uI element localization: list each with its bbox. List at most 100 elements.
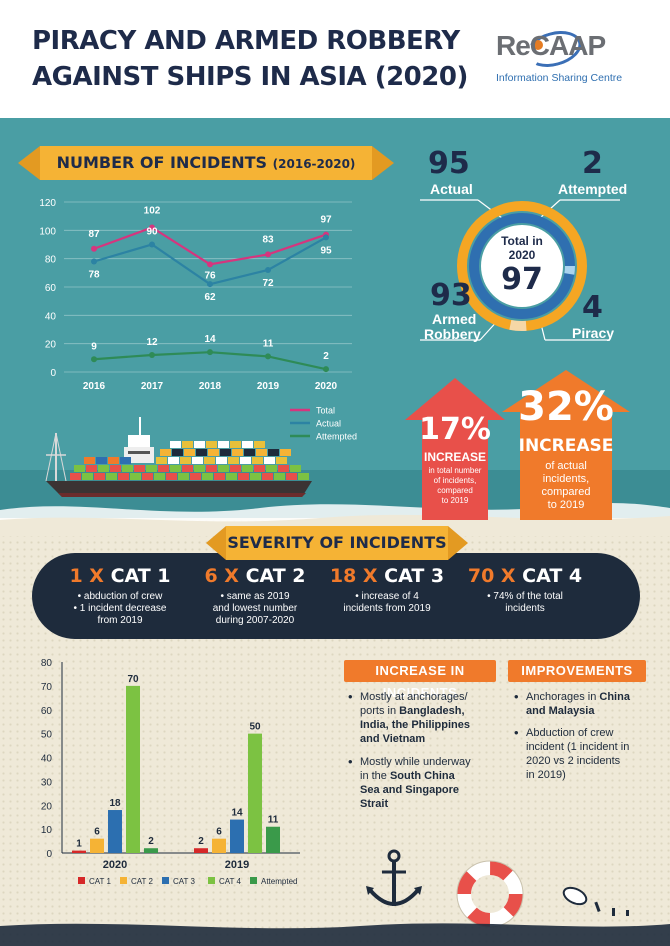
increase-32-pct: 32% <box>518 384 614 430</box>
ship-container <box>118 473 129 480</box>
increase-32-word: INCREASE <box>518 436 614 456</box>
improvements-b2-1: Abduction of crew <box>526 727 614 739</box>
severity-title: 6 X CAT 2 <box>195 565 315 587</box>
logo-wordmark: ReCAAP <box>496 30 606 61</box>
ship-container <box>290 465 301 472</box>
ship-container <box>160 449 171 456</box>
increase-17-desc-4: to 2019 <box>441 496 469 505</box>
increase-17-block: 17% INCREASE in total number of incident… <box>418 412 492 512</box>
severity-description: and lowest number <box>212 603 298 614</box>
ship-container <box>166 473 177 480</box>
increase-32-desc-3: compared <box>541 486 591 498</box>
ship-container <box>218 465 229 472</box>
severity-description: • same as 2019 <box>220 591 290 602</box>
increase-b1-bold-3: and Vietnam <box>360 733 426 745</box>
severity-description: • 1 incident decrease <box>73 603 167 614</box>
ship-container <box>134 465 145 472</box>
severity-column: 70 X CAT 4 • 74% of the total incidents <box>465 565 585 615</box>
ship-container <box>194 465 205 472</box>
ship-container <box>242 465 253 472</box>
improvements-b1-1: Anchorages in <box>526 691 600 703</box>
increase-b1-bold-1: Bangladesh, <box>399 705 465 717</box>
increase-b1-bold-2: India, the Philippines <box>360 719 471 731</box>
increase-17-pct: 17% <box>419 412 491 447</box>
ship-container <box>280 449 291 456</box>
severity-category: CAT 4 <box>522 565 583 587</box>
increase-17-desc-3: compared <box>437 486 473 495</box>
ship-container <box>238 473 249 480</box>
ribbon-left-tail <box>18 146 40 180</box>
severity-title: 18 X CAT 3 <box>327 565 447 587</box>
donut-center-label-2: 2020 <box>508 248 536 262</box>
attempted-label: Attempted <box>558 181 628 197</box>
severity-ribbon-right-tail <box>448 526 468 560</box>
armed-robbery-label-2: Robbery <box>424 326 481 342</box>
ship-container <box>84 457 95 464</box>
ship-container <box>182 441 193 448</box>
ship-container <box>206 441 217 448</box>
severity-description: • abduction of crew <box>77 591 163 602</box>
ship-container <box>262 473 273 480</box>
incidents-ribbon: NUMBER OF INCIDENTS (2016-2020) <box>40 146 372 180</box>
container-ship-illustration <box>45 417 312 497</box>
ship-container <box>298 473 309 480</box>
ship-container <box>202 473 213 480</box>
ship-container <box>146 465 157 472</box>
severity-count: 70 X <box>467 565 523 587</box>
severity-count: 18 X <box>329 565 385 587</box>
ship-container <box>228 457 239 464</box>
severity-count: 6 X <box>204 565 246 587</box>
ship-container <box>216 457 227 464</box>
severity-description: incidents <box>505 603 545 614</box>
ship-container <box>158 465 169 472</box>
severity-description: • increase of 4 <box>355 591 419 602</box>
ship-container <box>94 473 105 480</box>
recaap-logo: ReCAAP Information Sharing Centre <box>496 25 646 90</box>
increase-b1-mid: ports in <box>360 705 400 717</box>
ship-container <box>208 449 219 456</box>
ship-container <box>194 441 205 448</box>
increase-b2-bold-1: South China <box>389 770 455 782</box>
ship-container <box>170 465 181 472</box>
improvements-b2-4: in 2019) <box>526 769 566 781</box>
ship-container <box>182 465 193 472</box>
actual-label: Actual <box>430 181 473 197</box>
ship-container <box>180 457 191 464</box>
improvements-bullet-1: Anchorages in China and Malaysia <box>514 690 656 718</box>
ship-container <box>214 473 225 480</box>
ship-container <box>142 473 153 480</box>
ship-container <box>268 449 279 456</box>
ship-container <box>172 449 183 456</box>
increase-17-word: INCREASE <box>423 450 486 464</box>
ship-container <box>218 441 229 448</box>
ship-container <box>110 465 121 472</box>
improvements-panel-title: IMPROVEMENTS <box>508 660 646 682</box>
ship-container <box>278 465 289 472</box>
ship-container <box>86 465 97 472</box>
severity-ribbon-title: SEVERITY OF INCIDENTS <box>227 533 447 552</box>
increase-32-desc-1: of actual <box>545 460 587 472</box>
ship-container <box>178 473 189 480</box>
severity-summary-bar <box>32 553 640 639</box>
improvements-b1-bold-2: and Malaysia <box>526 705 595 717</box>
increase-b2-bold-3: Strait <box>360 798 389 810</box>
ship-container <box>156 457 167 464</box>
severity-title: 1 X CAT 1 <box>60 565 180 587</box>
ship-container <box>106 473 117 480</box>
ship-container <box>192 457 203 464</box>
increase-bullet-2: Mostly while underway in the South China… <box>348 755 500 811</box>
ship-container <box>226 473 237 480</box>
increase-bullet-1: Mostly at anchorages/ ports in Banglades… <box>348 690 500 746</box>
ship-container <box>190 473 201 480</box>
piracy-count: 4 <box>582 290 603 325</box>
ribbon-right-tail <box>372 146 394 180</box>
increase-32-desc-4: to 2019 <box>547 499 585 511</box>
donut-center-label-1: Total in <box>501 234 543 248</box>
ship-container <box>230 441 241 448</box>
severity-category: CAT 1 <box>110 565 171 587</box>
ship-container <box>242 441 253 448</box>
ship-container <box>130 473 141 480</box>
severity-title: 70 X CAT 4 <box>465 565 585 587</box>
increase-17-desc-2: of incidents, <box>433 476 477 485</box>
ship-container <box>206 465 217 472</box>
